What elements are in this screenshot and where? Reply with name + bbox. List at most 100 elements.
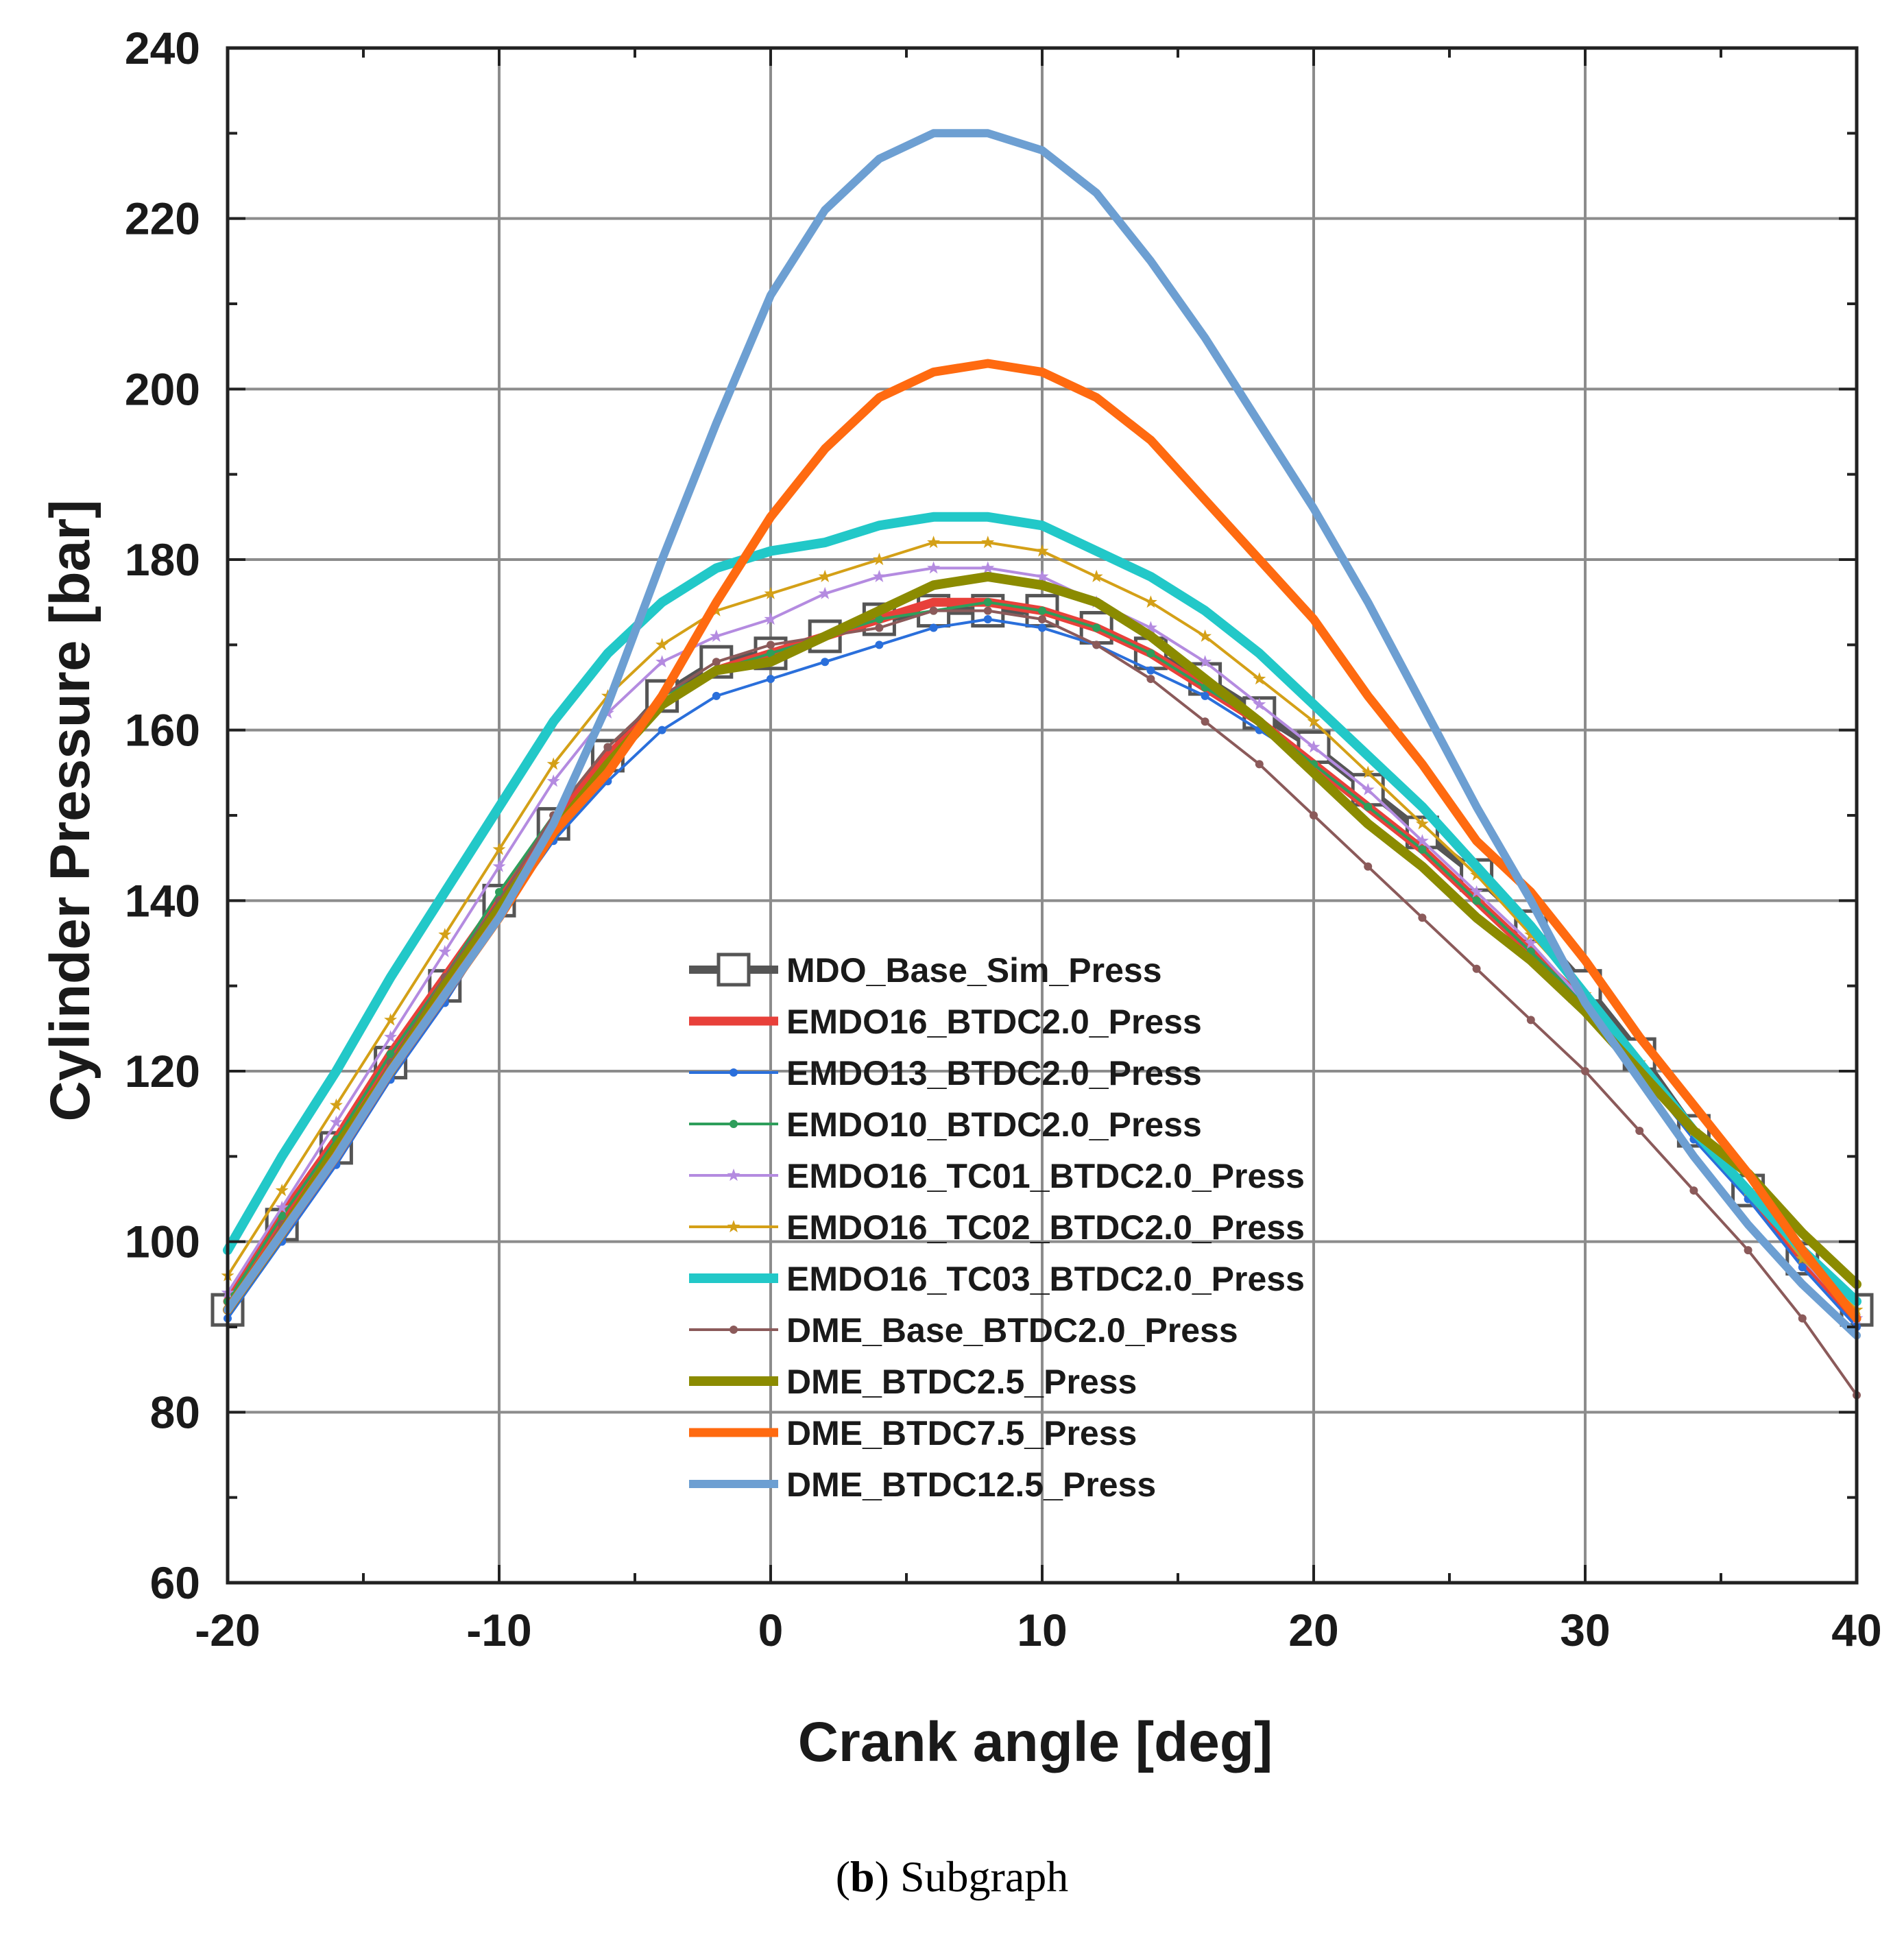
data-point: [710, 629, 723, 642]
data-point: [1201, 691, 1209, 700]
data-point: [983, 615, 992, 624]
data-point: [329, 1098, 343, 1111]
data-point: [872, 553, 886, 566]
data-point: [872, 569, 886, 582]
series-line: [223, 571, 1861, 1315]
data-point: [329, 1115, 343, 1128]
y-tick-label: 240: [125, 23, 200, 73]
data-point: [1418, 845, 1427, 854]
legend-item: EMDO16_BTDC2.0_Press: [689, 1003, 1202, 1041]
data-point: [658, 726, 666, 734]
y-tick-label: 180: [125, 534, 200, 585]
data-point: [1146, 666, 1155, 675]
data-point: [1310, 811, 1318, 819]
data-point: [821, 658, 830, 667]
legend-item: DME_BTDC12.5_Press: [689, 1465, 1156, 1504]
data-point: [1092, 623, 1101, 632]
legend-label: EMDO16_BTDC2.0_Press: [786, 1003, 1202, 1041]
data-point: [1364, 862, 1373, 871]
data-point: [1255, 760, 1264, 769]
legend-label: EMDO16_TC01_BTDC2.0_Press: [786, 1157, 1305, 1195]
data-point: [764, 586, 778, 599]
data-point: [546, 774, 560, 787]
data-point: [818, 586, 832, 599]
legend-label: EMDO16_TC02_BTDC2.0_Press: [786, 1208, 1305, 1247]
data-point: [1144, 595, 1157, 608]
y-tick-label: 200: [125, 363, 200, 414]
data-point: [875, 615, 884, 624]
grid: [228, 48, 1857, 1583]
y-tick-label: 60: [150, 1557, 200, 1608]
data-point: [1415, 817, 1429, 830]
data-point: [1524, 936, 1538, 949]
data-point: [1689, 1186, 1698, 1195]
x-tick-label: 0: [758, 1605, 784, 1655]
data-point: [1307, 740, 1321, 753]
legend-item: EMDO16_TC03_BTDC2.0_Press: [689, 1260, 1305, 1298]
data-point: [929, 606, 938, 615]
data-point: [438, 928, 452, 941]
data-point: [278, 1212, 287, 1221]
y-tick-label: 160: [125, 705, 200, 756]
legend-label: EMDO10_BTDC2.0_Press: [786, 1105, 1202, 1144]
caption-text: Subgraph: [889, 1852, 1069, 1901]
data-point: [1144, 621, 1157, 634]
data-point: [1470, 868, 1484, 881]
data-point: [1796, 1252, 1809, 1265]
data-point: [1198, 655, 1212, 668]
y-tick-label: 220: [125, 193, 200, 244]
legend: MDO_Base_Sim_Press EMDO16_BTDC2.0_Press EM…: [689, 951, 1305, 1504]
data-point: [1038, 615, 1046, 624]
legend-item: EMDO16_TC01_BTDC2.0_Press: [689, 1157, 1305, 1195]
data-point: [712, 658, 721, 667]
data-point: [495, 887, 503, 896]
x-tick-label: -10: [466, 1605, 531, 1655]
data-point: [1470, 885, 1484, 898]
data-point: [1526, 1016, 1535, 1025]
data-point: [386, 1050, 395, 1059]
series-dme-btdc12-5-press: [224, 129, 1861, 1340]
series-line: [224, 129, 1861, 1340]
data-point: [1364, 802, 1373, 811]
data-point: [1472, 964, 1481, 973]
x-tick-label: 30: [1560, 1605, 1610, 1655]
data-point: [1472, 896, 1481, 905]
legend-label: DME_BTDC7.5_Press: [786, 1414, 1137, 1452]
data-point: [275, 1184, 289, 1197]
data-point: [1089, 569, 1103, 582]
data-point: [492, 842, 506, 855]
x-tick-label: 20: [1288, 1605, 1338, 1655]
data-point: [727, 1220, 740, 1233]
legend-label: EMDO16_TC03_BTDC2.0_Press: [786, 1260, 1305, 1298]
data-point: [730, 1068, 738, 1077]
y-axis-title: Cylinder Pressure [bar]: [39, 500, 101, 1122]
data-point: [1418, 913, 1427, 922]
y-tick-label: 80: [150, 1387, 200, 1437]
legend-item: EMDO10_BTDC2.0_Press: [689, 1105, 1202, 1144]
x-tick-label: 40: [1831, 1605, 1881, 1655]
data-point: [981, 561, 995, 574]
data-point: [1415, 834, 1429, 847]
legend-item: DME_BTDC7.5_Press: [689, 1414, 1137, 1452]
legend-label: DME_BTDC2.5_Press: [786, 1363, 1137, 1401]
data-point: [875, 640, 884, 649]
y-tick-label: 140: [125, 875, 200, 926]
legend-label: MDO_Base_Sim_Press: [786, 951, 1162, 990]
legend-item: DME_BTDC2.5_Press: [689, 1363, 1137, 1401]
data-point: [927, 561, 941, 574]
data-point: [1035, 569, 1049, 582]
data-point: [1038, 606, 1046, 615]
data-point: [1146, 649, 1155, 658]
data-point: [730, 1120, 738, 1128]
data-point: [712, 691, 721, 700]
data-point: [275, 1200, 289, 1213]
x-tick-label: 10: [1017, 1605, 1067, 1655]
y-tick-label: 100: [125, 1217, 200, 1267]
data-point: [981, 536, 995, 549]
data-point: [929, 623, 938, 632]
data-point: [767, 675, 775, 684]
data-point: [818, 569, 832, 582]
data-point: [492, 859, 506, 872]
